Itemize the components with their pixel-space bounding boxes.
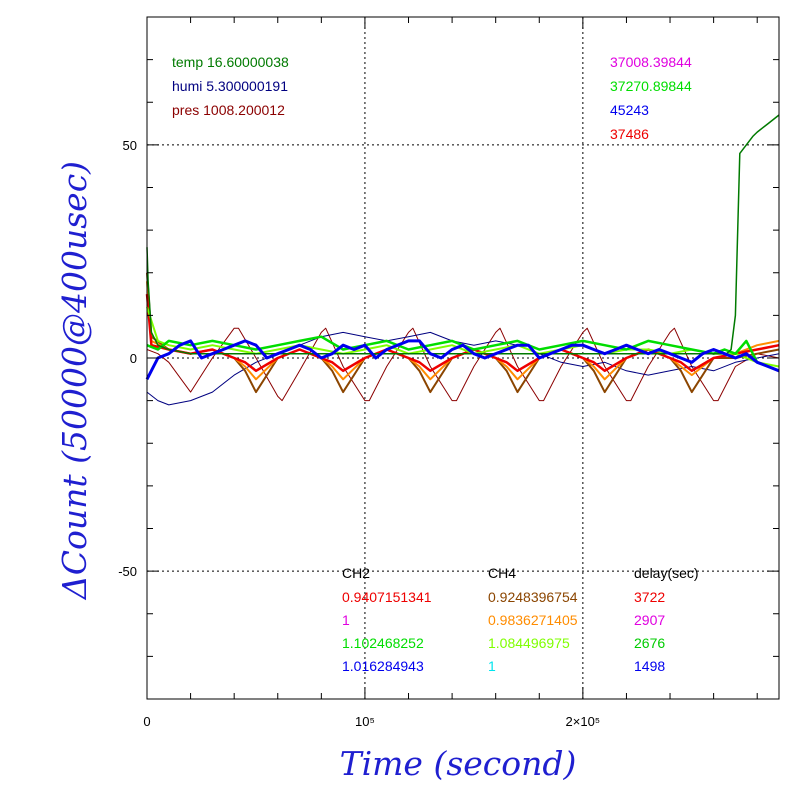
series-layer xyxy=(145,114,780,406)
table-cell-ch2: 0.9407151341 xyxy=(342,589,432,605)
table-header-ch2: CH2 xyxy=(342,565,370,581)
count-legend: 37008.39844 37270.89844 45243 37486 xyxy=(610,54,692,142)
table-cell-delay: 2907 xyxy=(634,612,665,628)
table-header-delay: delay(sec) xyxy=(634,565,699,581)
y-axis-title: ΔCount (50000@400usec) xyxy=(55,161,94,601)
series-line xyxy=(146,327,780,402)
x-axis-title: Time (second) xyxy=(340,744,577,783)
x-tick-label: 2×10⁵ xyxy=(566,714,601,729)
x-tick-label: 0 xyxy=(143,714,150,729)
count-4: 37486 xyxy=(610,126,649,142)
tick-labels: 0 10⁵ 2×10⁵ -50 0 50 xyxy=(118,138,600,729)
y-tick-label: 50 xyxy=(123,138,137,153)
count-3: 45243 xyxy=(610,102,649,118)
table-cell-ch2: 1 xyxy=(342,612,350,628)
table-header-ch4: CH4 xyxy=(488,565,516,581)
table-cell-ch4: 0.9248396754 xyxy=(488,589,578,605)
env-pres: pres 1008.200012 xyxy=(172,102,285,118)
env-humi: humi 5.300000191 xyxy=(172,78,288,94)
series-line xyxy=(146,114,780,355)
series-line xyxy=(146,272,780,394)
table-cell-ch4: 1.084496975 xyxy=(488,635,570,651)
y-tick-label: -50 xyxy=(118,564,137,579)
series-line xyxy=(145,339,780,380)
axis-ticks xyxy=(146,17,779,699)
count-1: 37008.39844 xyxy=(610,54,692,70)
table-cell-ch2: 1.102468252 xyxy=(342,635,424,651)
y-tick-label: 0 xyxy=(130,351,137,366)
table-cell-delay: 2676 xyxy=(634,635,665,651)
table-cell-delay: 3722 xyxy=(634,589,665,605)
series-line xyxy=(145,293,780,373)
table-cell-delay: 1498 xyxy=(634,658,665,674)
table-cell-ch4: 1 xyxy=(488,658,496,674)
table-cell-ch4: 0.9836271405 xyxy=(488,612,578,628)
env-legend: temp 16.60000038 humi 5.300000191 pres 1… xyxy=(172,54,289,118)
table-cell-ch2: 1.016284943 xyxy=(342,658,424,674)
count-2: 37270.89844 xyxy=(610,78,692,94)
ratio-table: CH2 CH4 delay(sec) 0.9407151341 0.924839… xyxy=(342,565,699,674)
env-temp: temp 16.60000038 xyxy=(172,54,289,70)
x-tick-label: 10⁵ xyxy=(355,714,375,729)
